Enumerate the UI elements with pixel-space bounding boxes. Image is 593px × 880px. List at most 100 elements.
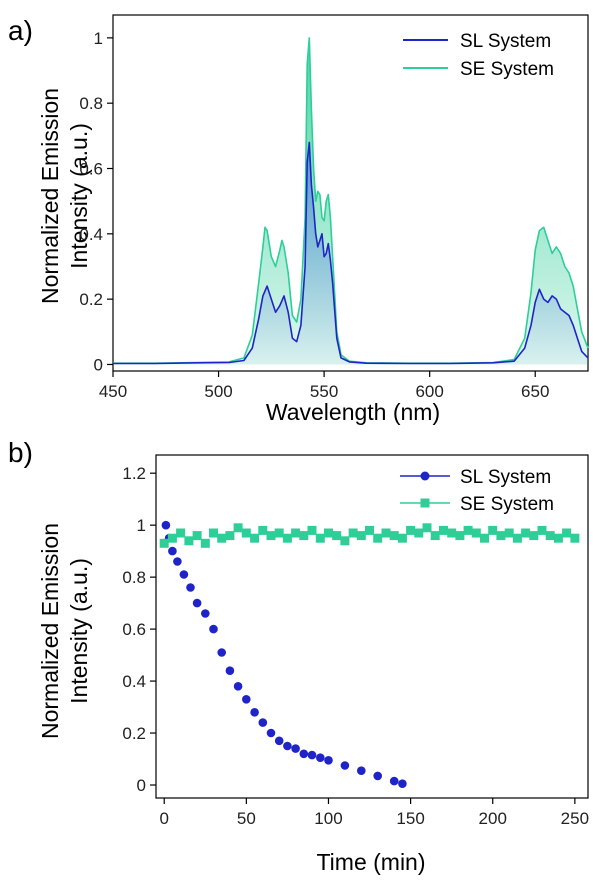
panel-b-se-point [332,531,342,541]
panel-b-se-point [258,525,268,535]
panel-a-x-tick-label: 450 [99,382,127,401]
panel-b-se-point [307,525,317,535]
panel-a-x-tick-label: 600 [415,382,443,401]
panel-b-sl-point [186,583,195,592]
panel-b-se-point [447,528,457,538]
panel-b-se-point [176,528,186,538]
panel-a-plot-area: 450 500 550 600 650 0 0.2 0.4 0.6 0.8 1 [79,14,589,401]
panel-b-y-tick-label: 0.4 [122,672,146,691]
panel-a-y-tick-label: 1 [94,29,103,48]
panel-b-se-point [529,531,539,541]
panel-b-se-point [299,531,309,541]
legend-sl-label-a: SL System [460,31,551,52]
panel-b-se-point [225,531,235,541]
panel-b-x-tick-label: 100 [314,809,342,828]
panel-b-xlabel: Time (min) [316,849,425,875]
panel-b-y-tick-label: 0 [137,776,146,795]
panel-b-sl-point [201,609,210,618]
panel-a-y-tick-label: 0.2 [79,290,103,309]
legend-sl-marker-b [420,471,430,481]
panel-b-se-point [200,538,210,548]
panel-b-sl-point [233,682,243,691]
panel-b-x-tick-label: 0 [159,809,168,828]
panel-b-sl-point [209,624,218,634]
panel-b-se-point [274,528,284,538]
panel-b-se-point [512,533,522,543]
panel-b-ylabel-line-1: Normalized Emission [37,523,63,739]
panel-b-se-point [282,533,292,543]
panel-b-se-point [365,525,374,535]
panel-b-label: b) [8,437,33,468]
panel-b-y-tick-label: 0.2 [122,724,146,743]
panel-b-sl-point [225,666,235,675]
panel-b-se-point [545,531,555,541]
panel-b-se-point [488,525,498,535]
legend-se-marker-b [420,498,430,508]
legend-sl-label-b: SL System [460,467,551,488]
panel-b-se-point [397,533,407,543]
panel-b-sl-point [389,776,399,786]
panel-b-sl-point [217,648,226,657]
panel-b-se-point [291,528,301,538]
panel-b-se-point [241,528,251,538]
panel-b-se-point [430,531,440,541]
panel-b-x-tick-label: 150 [396,809,424,828]
panel-b-se-point [471,528,481,538]
panel-b-sl-point [291,744,300,753]
panel-b-sl-point [299,749,309,759]
panel-b-se-point [537,525,547,535]
panel-b-sl-point [250,708,259,717]
panel-b-se-point [389,531,399,541]
panel-b-plot-area: 0 50 100 150 200 250 0 0.2 0.4 0.6 0.8 1 1.2 [122,454,589,828]
panel-b-se-point [356,531,366,541]
panel-b-sl-point [168,546,177,556]
panel-a-x-tick-label: 500 [204,382,232,401]
panel-b-se-point [266,531,276,541]
panel-b-se-point [340,536,350,546]
panel-a-frame [112,14,589,372]
panel-b-se-point [570,533,580,543]
panel-b-se-point [250,533,260,543]
panel-b-sl-point [192,598,202,608]
panel-b-se-point [233,523,243,533]
panel-b-emission-decay: b) Normalized Emission Intensity (a.u.) … [8,437,589,875]
panel-b-se-point [315,533,325,543]
panel-b-se-point [217,533,227,543]
panel-b-se-point [167,533,177,543]
panel-b-sl-point [266,728,276,738]
panel-b-sl-point [357,766,366,775]
panel-b-y-tick-label: 0.8 [122,568,146,587]
panel-b-ylabel-line-2: Intensity (a.u.) [66,558,92,704]
panel-a-y-tick-label: 0.4 [79,225,103,244]
panel-b-se-point [463,525,473,535]
panel-b-y-tick-label: 1 [137,516,146,535]
panel-a-ylabel-line-1: Normalized Emission [37,88,63,304]
panel-b-sl-point [274,736,284,746]
panel-b-x-tick-label: 200 [479,809,507,828]
panel-b-sl-point [242,695,251,704]
panel-b-sl-point [324,756,333,765]
panel-b-se-point [406,525,416,535]
panel-b-sl-point [340,761,350,770]
panel-b-sl-point [398,779,407,788]
panel-a-se-area [113,37,588,365]
panel-a-x-tick-label: 550 [310,382,338,401]
panel-b-se-point [348,528,358,538]
panel-b-se-point [324,528,333,538]
panel-b-y-tick-label: 1.2 [122,464,146,483]
panel-b-sl-point [161,520,171,530]
panel-b-se-point [455,531,465,541]
panel-b-sl-point [179,570,189,579]
panel-b-se-point [496,531,506,541]
panel-a-label: a) [8,15,33,46]
panel-b-x-tick-label: 50 [237,809,256,828]
panel-b-y-tick-label: 0.6 [122,620,146,639]
panel-b-se-point [480,533,489,543]
panel-a-series-sl-line [113,141,589,365]
panel-b-se-point [439,525,448,535]
legend-se-label-a: SE System [460,59,554,80]
panel-a-xlabel: Wavelength (nm) [266,399,440,425]
panel-b-se-point [414,528,424,538]
panel-b-sl-point [307,750,317,760]
panel-a-legend: SL System SE System [403,31,554,80]
